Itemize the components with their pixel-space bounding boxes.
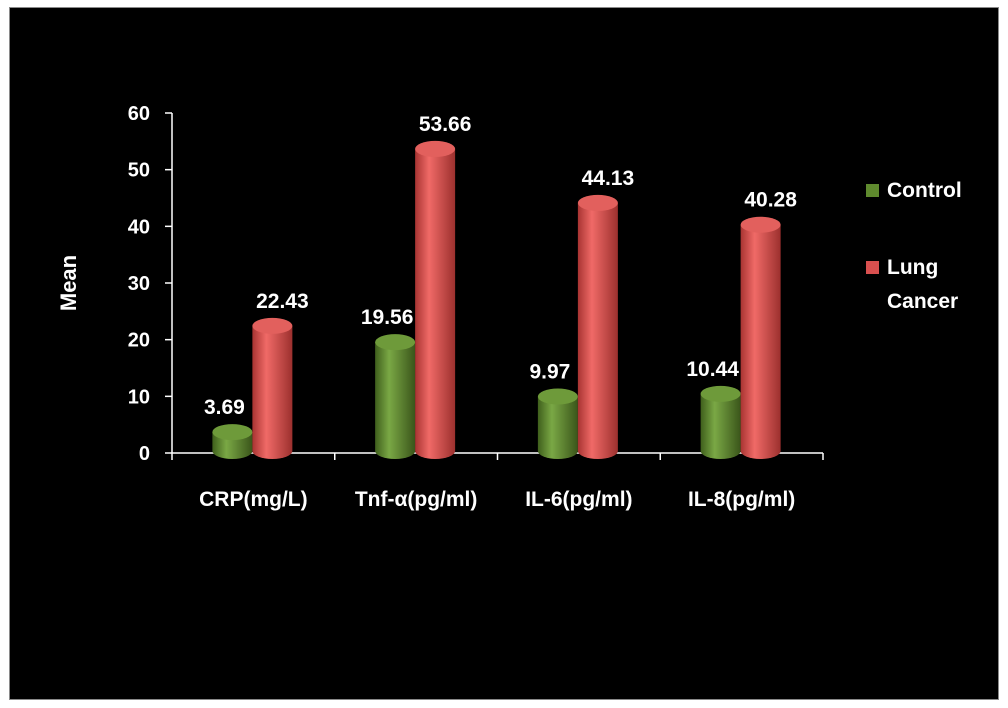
- bar-top: [740, 216, 781, 233]
- legend: Control Lung Cancer: [866, 179, 962, 313]
- bar-1-3: [740, 216, 781, 459]
- bar-body: [375, 342, 416, 459]
- bar-body: [700, 393, 741, 459]
- category-label: CRP(mg/L): [199, 488, 308, 511]
- legend-swatch: [866, 184, 879, 197]
- bar-body: [252, 325, 293, 459]
- bar-top: [415, 140, 456, 157]
- y-ticks: 0 10 20 30 40 50 60: [128, 103, 172, 465]
- bar-0-3: [700, 385, 741, 459]
- y-tick-label: 50: [128, 160, 150, 182]
- data-labels: 3.69 22.43 19.56 53.66 9.97 44.13 10.44 40.28: [204, 113, 797, 419]
- y-axis-label: Mean: [56, 255, 81, 311]
- bar-0-1: [375, 334, 416, 459]
- data-label: 40.28: [744, 189, 797, 212]
- y-tick-label: 0: [139, 443, 150, 465]
- x-ticks: [171, 453, 824, 460]
- bars: [212, 140, 781, 459]
- category-labels: CRP(mg/L) Tnf-α(pg/ml) IL-6(pg/ml) IL-8(pg/…: [199, 488, 795, 511]
- y-tick-label: 60: [128, 103, 150, 125]
- y-tick-label: 10: [128, 386, 150, 408]
- bar-body: [740, 224, 781, 459]
- bar-body: [577, 202, 618, 459]
- data-label: 3.69: [204, 396, 245, 419]
- bar-0-0: [212, 424, 253, 459]
- y-tick-label: 40: [128, 216, 150, 238]
- bar-top: [537, 388, 578, 405]
- bar-1-0: [252, 317, 293, 459]
- legend-swatch: [866, 261, 879, 274]
- bar-top: [375, 334, 416, 351]
- legend-label: Lung: [887, 256, 938, 279]
- data-label: 44.13: [582, 167, 635, 190]
- legend-label: Control: [887, 179, 962, 202]
- data-label: 9.97: [529, 361, 570, 384]
- data-label: 53.66: [419, 113, 472, 136]
- data-label: 10.44: [686, 358, 739, 381]
- data-label: 19.56: [361, 306, 414, 329]
- bar-top: [577, 194, 618, 211]
- category-label: IL-6(pg/ml): [525, 488, 632, 511]
- category-label: IL-8(pg/ml): [688, 488, 795, 511]
- y-tick-label: 20: [128, 330, 150, 352]
- legend-item-1: Lung Cancer: [866, 256, 958, 313]
- bar-1-1: [415, 140, 456, 459]
- bar-1-2: [577, 194, 618, 459]
- bar-top: [252, 317, 293, 334]
- bar-0-2: [537, 388, 578, 459]
- legend-label: Cancer: [887, 290, 958, 313]
- category-label: Tnf-α(pg/ml): [355, 488, 478, 511]
- bar-body: [537, 396, 578, 459]
- legend-item-0: Control: [866, 179, 962, 202]
- chart-frame: [9, 7, 999, 700]
- bar-top: [212, 424, 253, 441]
- data-label: 22.43: [256, 290, 309, 313]
- bar-body: [415, 148, 456, 459]
- bar-top: [700, 385, 741, 402]
- y-tick-label: 30: [128, 273, 150, 295]
